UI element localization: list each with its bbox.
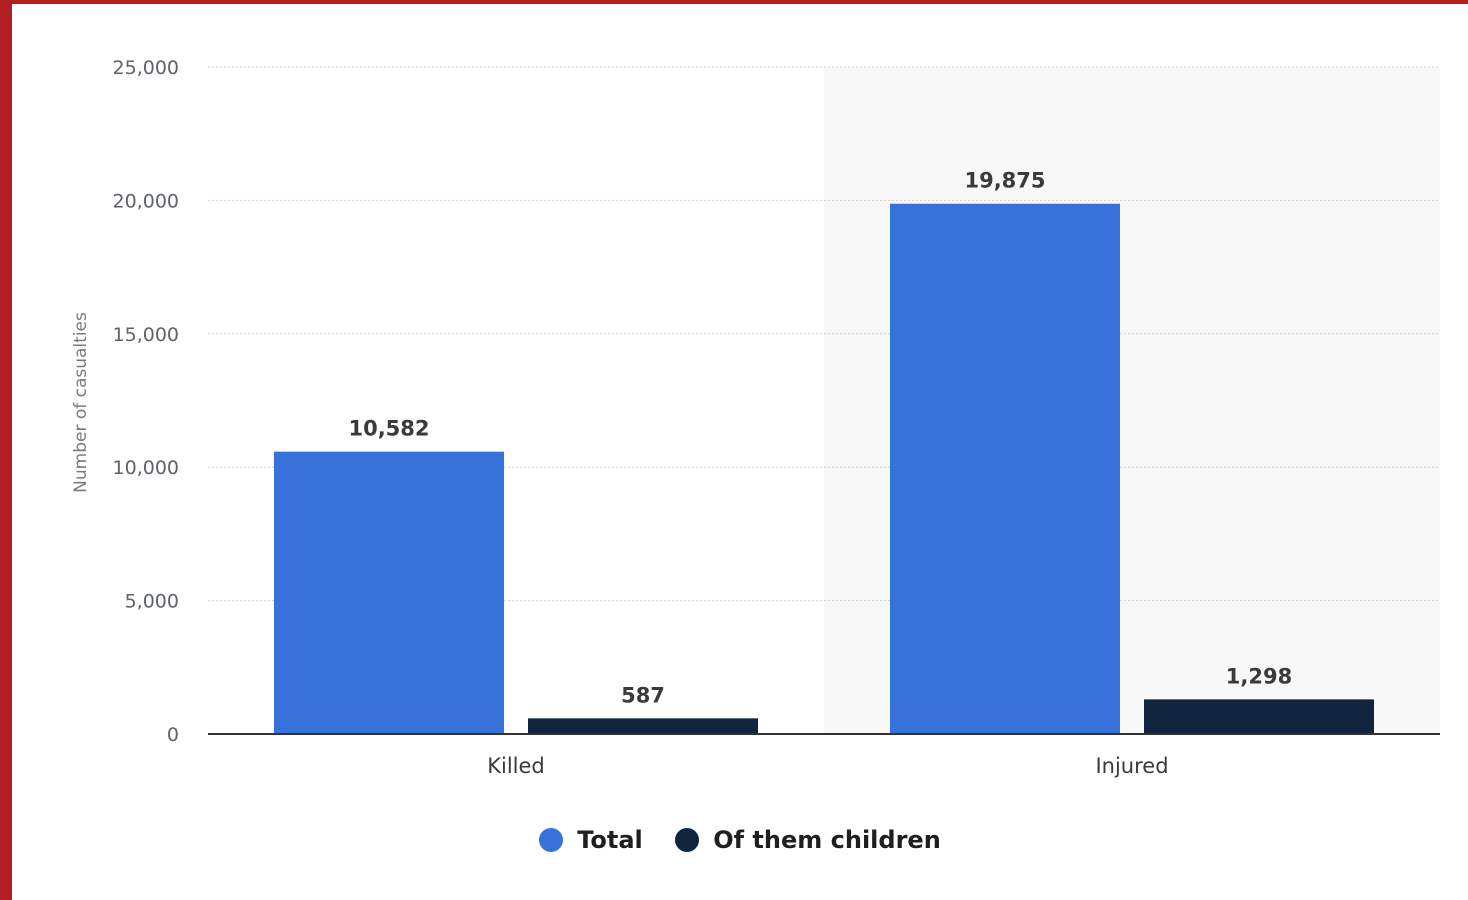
data-label: 587 [621, 683, 665, 707]
y-tick-label: 5,000 [125, 591, 179, 613]
y-tick-label: 15,000 [113, 324, 179, 346]
x-category-label: Killed [487, 754, 545, 778]
y-tick-label: 25,000 [113, 57, 179, 79]
y-tick-label: 20,000 [113, 190, 179, 212]
legend-item-total[interactable]: Total [539, 826, 643, 854]
legend-item-children[interactable]: Of them children [675, 826, 941, 854]
bar-killed-children[interactable] [528, 718, 758, 734]
legend-swatch-children [675, 828, 700, 852]
y-tick-label: 10,000 [113, 457, 179, 479]
chart-legend: Total Of them children [12, 826, 1468, 857]
legend-label-children: Of them children [713, 826, 941, 854]
legend-swatch-total [539, 828, 564, 852]
bar-injured-total[interactable] [890, 203, 1120, 735]
y-axis-title: Number of casualties [71, 312, 91, 493]
legend-label-total: Total [577, 826, 643, 854]
data-label: 19,875 [964, 169, 1045, 193]
bar-killed-total[interactable] [274, 451, 504, 734]
data-label: 1,298 [1226, 664, 1292, 688]
bar-chart: 0 5,000 10,000 15,000 20,000 25,000 Number of … [71, 57, 1440, 778]
y-tick-label: 0 [167, 724, 179, 746]
chart-card: 0 5,000 10,000 15,000 20,000 25,000 Number of … [12, 4, 1468, 900]
data-label: 10,582 [348, 417, 429, 441]
bar-injured-children[interactable] [1144, 699, 1374, 734]
x-category-label: Injured [1095, 754, 1168, 778]
